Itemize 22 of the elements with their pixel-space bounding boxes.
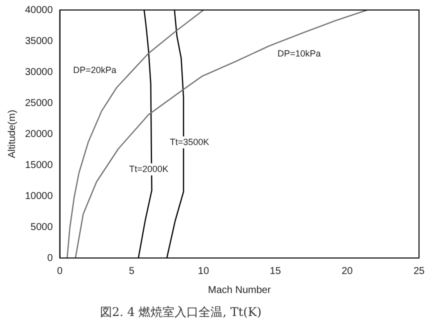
y-tick-label: 10000 (24, 190, 54, 202)
x-axis-title: Mach Number (208, 284, 272, 296)
y-tick-label: 5000 (30, 222, 54, 233)
x-tick-label: 0 (57, 266, 64, 277)
y-tick-label: 40000 (24, 4, 54, 16)
y-tick-label: 35000 (24, 36, 54, 47)
x-tick-label: 10 (198, 266, 210, 277)
y-tick-label: 25000 (24, 98, 54, 109)
series-label: DP=10kPa (278, 48, 321, 58)
y-tick-label: 0 (47, 252, 54, 264)
y-tick-label: 30000 (24, 66, 54, 78)
x-tick-label: 25 (413, 266, 425, 277)
series-label: Tt=3500K (170, 136, 210, 147)
caption: 図2. 4 燃焼室入口全温, Tt(K) (99, 304, 262, 321)
x-tick-label: 20 (342, 266, 354, 277)
x-tick-label: 5 (128, 266, 135, 277)
y-tick-label: 20000 (24, 128, 54, 140)
x-tick-label: 15 (270, 266, 282, 277)
y-axis-title: Altitude(m) (6, 110, 18, 158)
series-label: DP=20kPa (73, 64, 116, 75)
y-tick-label: 15000 (24, 160, 54, 171)
series-label: Tt=2000K (129, 164, 168, 174)
